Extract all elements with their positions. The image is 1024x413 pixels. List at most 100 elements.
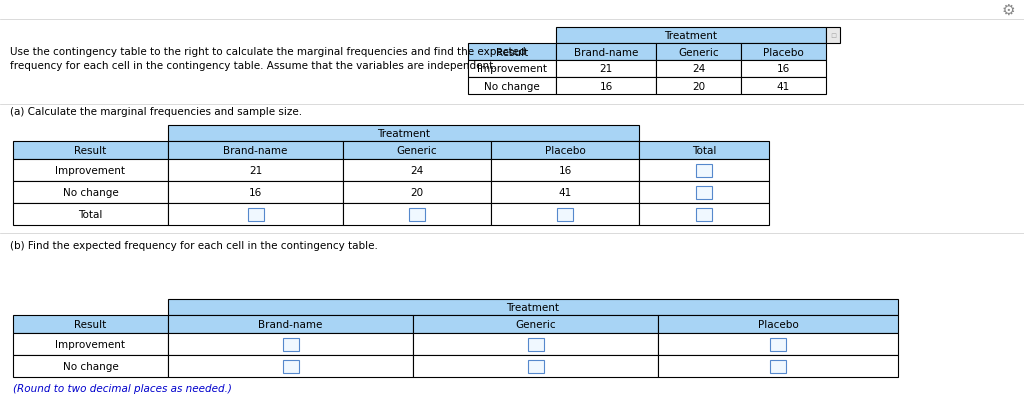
Text: Improvement: Improvement [477, 64, 547, 74]
Bar [770, 360, 786, 373]
Bar [557, 208, 573, 221]
Bar [639, 204, 769, 225]
Bar [13, 142, 168, 159]
Bar [13, 315, 168, 333]
Bar [168, 299, 898, 315]
Text: Placebo: Placebo [758, 319, 799, 329]
Text: 41: 41 [777, 81, 791, 91]
Bar [639, 142, 769, 159]
Bar [741, 78, 826, 95]
Bar [696, 208, 712, 221]
Text: Placebo: Placebo [545, 146, 586, 156]
Bar [656, 61, 741, 78]
Bar [527, 338, 544, 351]
Text: (b) Find the expected frequency for each cell in the contingency table.: (b) Find the expected frequency for each… [10, 240, 378, 250]
Text: Brand-name: Brand-name [223, 146, 288, 156]
Bar [556, 61, 656, 78]
Text: 21: 21 [249, 166, 262, 176]
Bar [409, 208, 425, 221]
Text: 24: 24 [692, 64, 706, 74]
Text: ◽: ◽ [829, 31, 836, 40]
Text: Generic: Generic [396, 146, 437, 156]
Bar [13, 204, 168, 225]
Bar [490, 204, 639, 225]
Bar [658, 355, 898, 377]
Bar [343, 182, 490, 204]
Bar [413, 333, 658, 355]
Bar [556, 28, 826, 44]
Bar [168, 126, 639, 142]
Bar [13, 355, 168, 377]
Bar [490, 142, 639, 159]
Text: Treatment: Treatment [377, 129, 430, 139]
Bar [656, 44, 741, 61]
Bar [13, 333, 168, 355]
Text: 16: 16 [599, 81, 612, 91]
Text: Placebo: Placebo [763, 47, 804, 57]
Text: (Round to two decimal places as needed.): (Round to two decimal places as needed.) [13, 383, 231, 393]
Text: Result: Result [496, 47, 528, 57]
Text: Total: Total [78, 209, 102, 219]
Text: Treatment: Treatment [665, 31, 718, 41]
Text: Result: Result [75, 319, 106, 329]
Text: 21: 21 [599, 64, 612, 74]
Bar [13, 182, 168, 204]
Bar [556, 44, 656, 61]
Text: Generic: Generic [515, 319, 556, 329]
Bar [639, 159, 769, 182]
Bar [413, 315, 658, 333]
Text: Brand-name: Brand-name [573, 47, 638, 57]
Bar [168, 333, 413, 355]
Bar [413, 355, 658, 377]
Text: 16: 16 [777, 64, 791, 74]
Bar [468, 61, 556, 78]
Text: Improvement: Improvement [55, 339, 126, 349]
Text: 24: 24 [411, 166, 424, 176]
Text: 20: 20 [411, 188, 424, 197]
Bar [656, 78, 741, 95]
Bar [490, 182, 639, 204]
Text: No change: No change [62, 188, 119, 197]
Text: No change: No change [484, 81, 540, 91]
Bar [696, 186, 712, 199]
Bar [826, 28, 840, 44]
Text: 16: 16 [249, 188, 262, 197]
Text: 16: 16 [558, 166, 571, 176]
Text: 41: 41 [558, 188, 571, 197]
Text: Treatment: Treatment [507, 302, 559, 312]
Text: (a) Calculate the marginal frequencies and sample size.: (a) Calculate the marginal frequencies a… [10, 107, 302, 117]
Text: frequency for each cell in the contingency table. Assume that the variables are : frequency for each cell in the contingen… [10, 61, 497, 71]
Bar [343, 142, 490, 159]
Bar [556, 78, 656, 95]
Bar [168, 142, 343, 159]
Bar [283, 338, 299, 351]
Bar [741, 61, 826, 78]
Bar [696, 164, 712, 177]
Bar [658, 315, 898, 333]
Bar [770, 338, 786, 351]
Bar [741, 44, 826, 61]
Bar [343, 159, 490, 182]
Text: Improvement: Improvement [55, 166, 126, 176]
Text: Brand-name: Brand-name [258, 319, 323, 329]
Bar [658, 333, 898, 355]
Bar [468, 44, 556, 61]
Bar [168, 355, 413, 377]
Bar [13, 159, 168, 182]
Text: Total: Total [692, 146, 716, 156]
Bar [639, 182, 769, 204]
Bar [343, 204, 490, 225]
Bar [468, 78, 556, 95]
Text: Generic: Generic [678, 47, 719, 57]
Bar [168, 159, 343, 182]
Bar [168, 204, 343, 225]
Bar [283, 360, 299, 373]
Bar [168, 182, 343, 204]
Text: 20: 20 [692, 81, 706, 91]
Text: ⚙: ⚙ [1001, 2, 1015, 17]
Text: Result: Result [75, 146, 106, 156]
Bar [527, 360, 544, 373]
Bar [168, 315, 413, 333]
Text: No change: No change [62, 361, 119, 371]
Bar [490, 159, 639, 182]
